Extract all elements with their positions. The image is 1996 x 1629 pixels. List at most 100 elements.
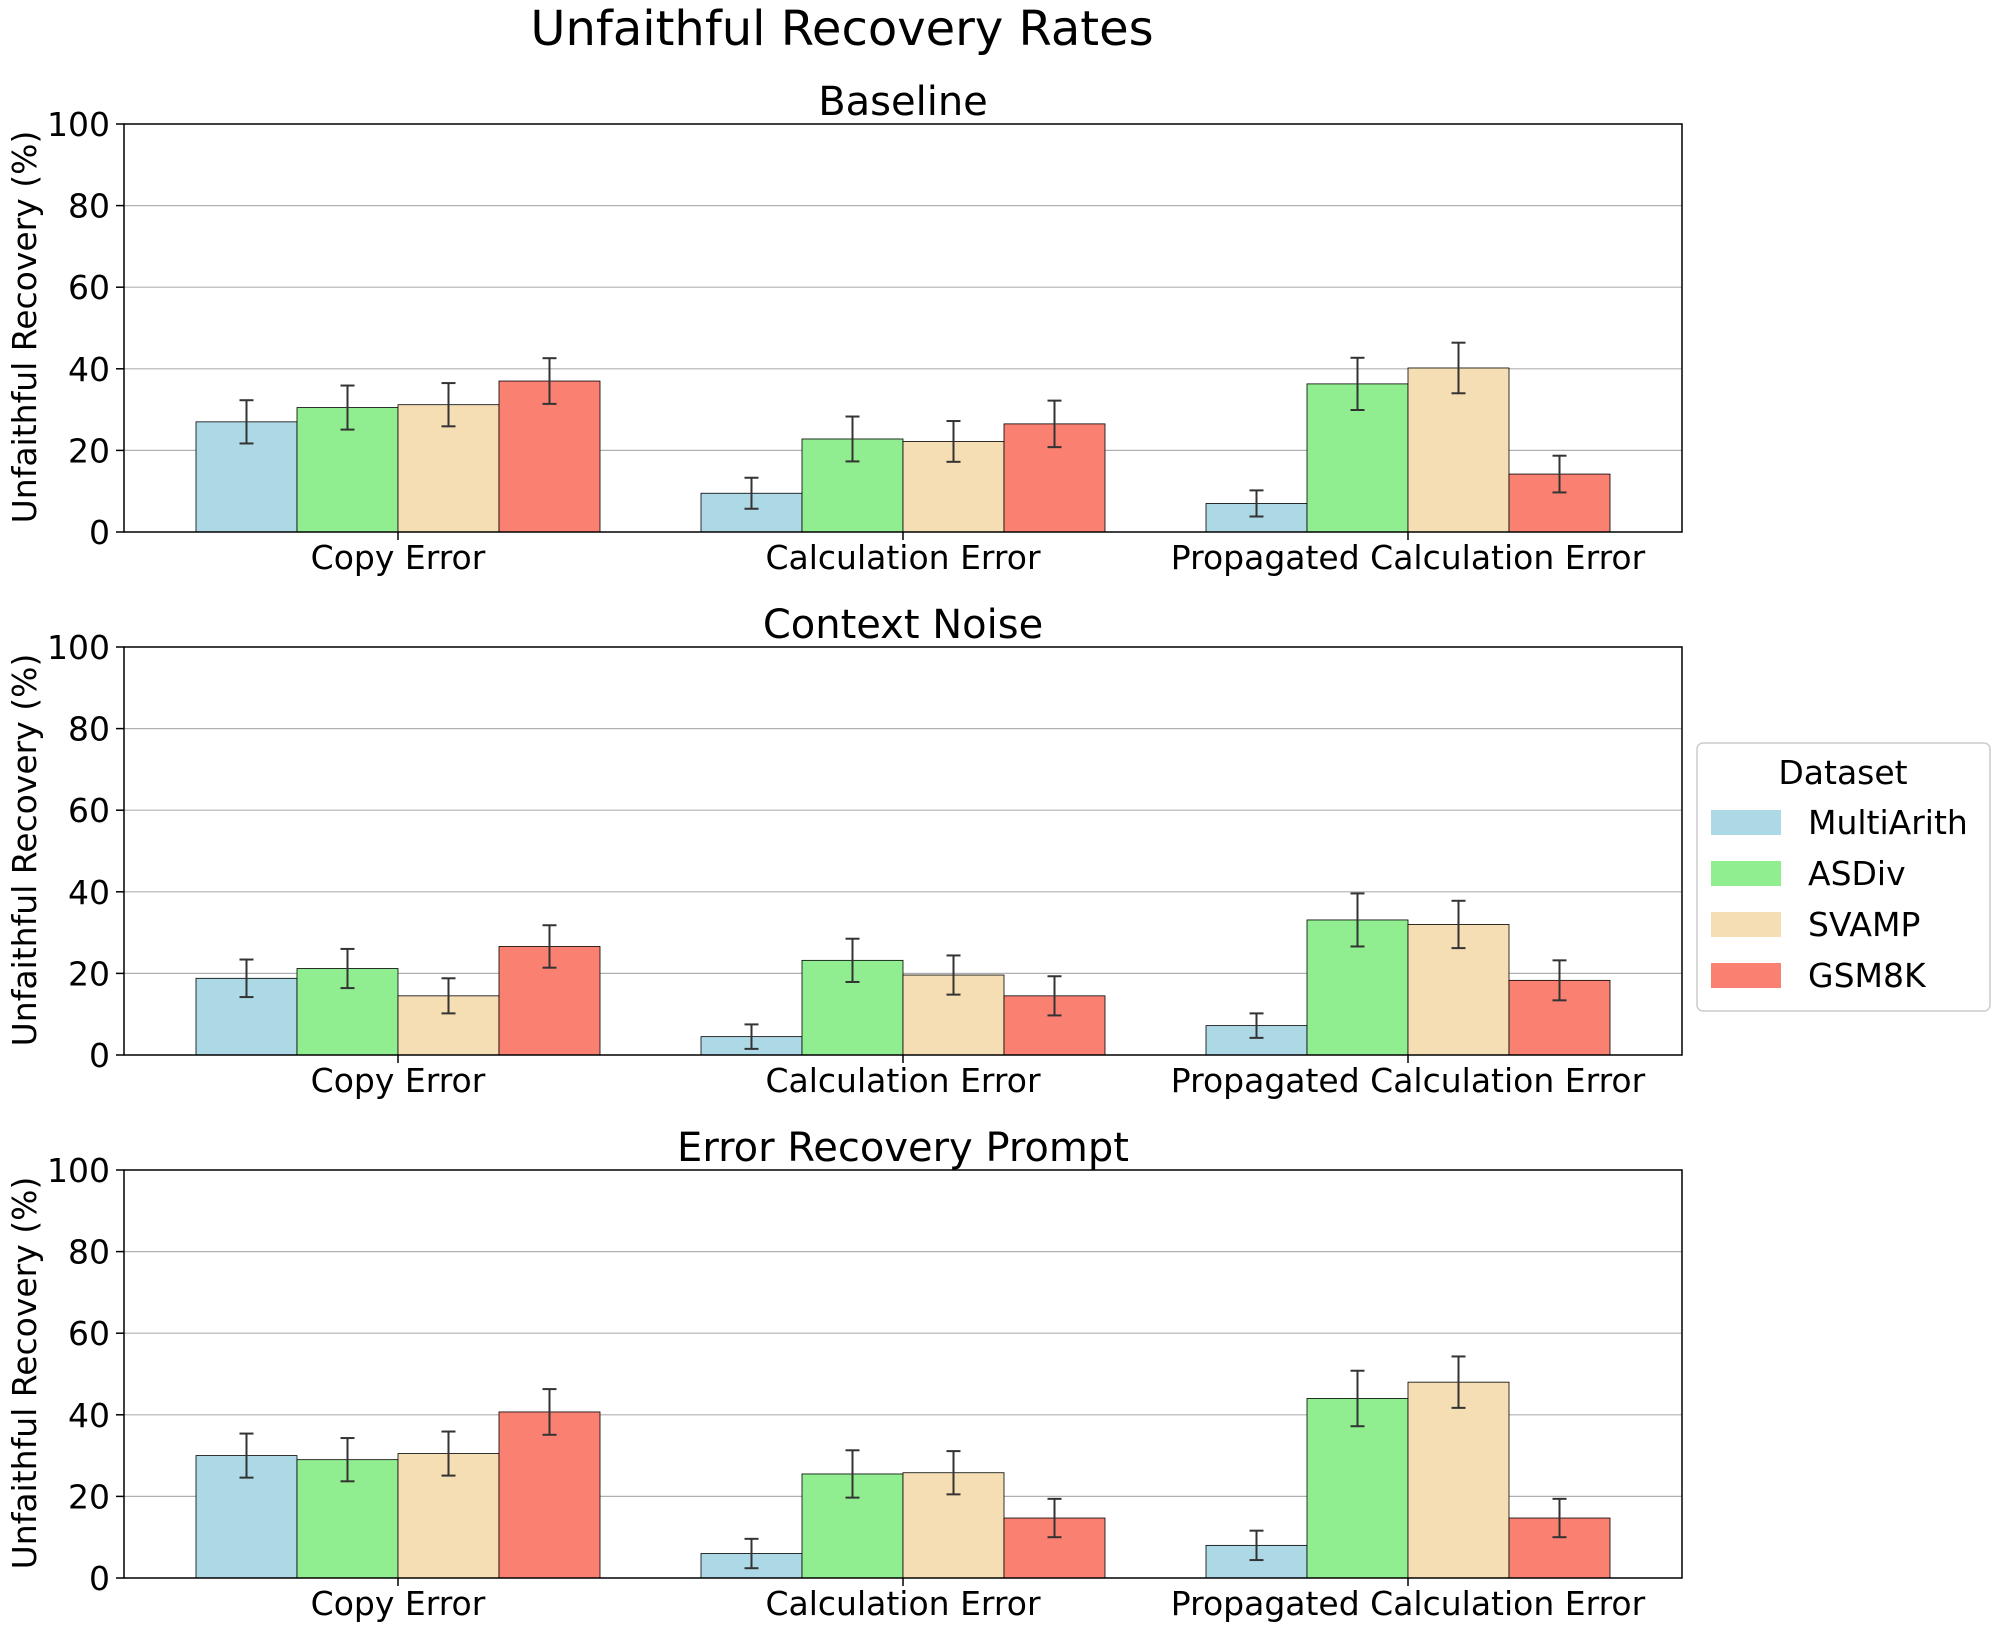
- error-bar-asdiv-propagated-calculation-error: [1350, 356, 1365, 412]
- x-tick-label-calculation-error: Calculation Error: [765, 1584, 1040, 1623]
- legend-swatch-svamp: [1711, 912, 1781, 937]
- error-bar-multiarith-calculation-error: [744, 1537, 759, 1570]
- error-bar-asdiv-copy-error: [340, 1437, 355, 1483]
- y-tick-label: 60: [68, 268, 110, 307]
- legend-title: Dataset: [1778, 753, 1907, 792]
- x-axis-ticks: Copy Error Calculation Error Propagated Ca…: [311, 532, 1646, 577]
- bar-svamp-propagated-calculation-error: [1407, 1381, 1510, 1579]
- error-bar-svamp-calculation-error: [946, 420, 961, 463]
- error-bar-asdiv-copy-error: [340, 947, 355, 990]
- y-tick-label: 100: [47, 1151, 110, 1190]
- y-axis-label: Unfaithful Recovery (%): [5, 1177, 44, 1570]
- y-tick-label: 40: [68, 350, 110, 389]
- y-tick-label: 0: [89, 1036, 110, 1075]
- error-bar-multiarith-calculation-error: [744, 476, 759, 510]
- error-bar-asdiv-calculation-error: [845, 415, 860, 463]
- y-tick-label: 20: [68, 431, 110, 470]
- y-tick-label: 40: [68, 873, 110, 912]
- error-bar-svamp-copy-error: [441, 977, 456, 1015]
- y-axis-ticks: 0 20 40 60 80 100: [47, 1151, 124, 1598]
- error-bar-asdiv-propagated-calculation-error: [1350, 892, 1365, 948]
- x-tick-label-propagated-calculation-error: Propagated Calculation Error: [1171, 538, 1646, 577]
- subplot-title: Context Noise: [763, 602, 1043, 648]
- error-bar-gsm8k-calculation-error: [1047, 1497, 1062, 1539]
- y-tick-label: 40: [68, 1396, 110, 1435]
- error-bar-svamp-propagated-calculation-error: [1451, 341, 1466, 395]
- subplot-baseline: Baseline Unfaithful Recovery (%) 0 20 40 60…: [5, 79, 1683, 577]
- y-axis-ticks: 0 20 40 60 80 100: [47, 105, 124, 552]
- legend-label-multiarith: MultiArith: [1808, 803, 1968, 842]
- error-bar-gsm8k-copy-error: [542, 924, 557, 969]
- error-bar-svamp-propagated-calculation-error: [1451, 1355, 1466, 1409]
- y-tick-label: 0: [89, 1559, 110, 1598]
- error-bar-asdiv-calculation-error: [845, 1449, 860, 1499]
- error-bar-multiarith-copy-error: [239, 1432, 254, 1479]
- subplot-context-noise: Context Noise Unfaithful Recovery (%) 0 2…: [5, 602, 1683, 1100]
- error-bar-gsm8k-copy-error: [542, 1388, 557, 1436]
- error-bar-svamp-propagated-calculation-error: [1451, 899, 1466, 950]
- x-tick-label-copy-error: Copy Error: [311, 1584, 486, 1623]
- y-tick-label: 0: [89, 513, 110, 552]
- error-bar-multiarith-calculation-error: [744, 1023, 759, 1050]
- error-bar-svamp-copy-error: [441, 1430, 456, 1477]
- x-tick-label-propagated-calculation-error: Propagated Calculation Error: [1171, 1061, 1646, 1100]
- legend: Dataset MultiArith ASDiv SVAMP GSM8K: [1696, 742, 1991, 1012]
- bar-svamp-propagated-calculation-error: [1407, 367, 1510, 533]
- error-bar-svamp-calculation-error: [946, 954, 961, 996]
- y-tick-label: 80: [68, 187, 110, 226]
- x-tick-label-copy-error: Copy Error: [311, 1061, 486, 1100]
- y-tick-label: 60: [68, 1314, 110, 1353]
- legend-swatch-asdiv: [1711, 861, 1781, 886]
- x-axis-ticks: Copy Error Calculation Error Propagated Ca…: [311, 1055, 1646, 1100]
- error-bar-gsm8k-propagated-calculation-error: [1552, 454, 1567, 494]
- bar-gsm8k-copy-error: [498, 1411, 601, 1579]
- legend-label-svamp: SVAMP: [1808, 905, 1920, 944]
- bars: [195, 919, 1611, 1056]
- error-bar-multiarith-propagated-calculation-error: [1249, 1529, 1264, 1562]
- error-bar-svamp-calculation-error: [946, 1450, 961, 1496]
- error-bar-multiarith-propagated-calculation-error: [1249, 489, 1264, 518]
- error-bars: [239, 341, 1567, 518]
- error-bar-gsm8k-copy-error: [542, 357, 557, 405]
- x-tick-label-calculation-error: Calculation Error: [765, 1061, 1040, 1100]
- legend-label-gsm8k: GSM8K: [1808, 956, 1927, 995]
- error-bar-multiarith-copy-error: [239, 399, 254, 445]
- error-bar-gsm8k-propagated-calculation-error: [1552, 959, 1567, 1002]
- error-bar-multiarith-copy-error: [239, 958, 254, 999]
- error-bar-gsm8k-calculation-error: [1047, 975, 1062, 1017]
- y-tick-label: 60: [68, 791, 110, 830]
- y-axis-label: Unfaithful Recovery (%): [5, 654, 44, 1047]
- y-axis-ticks: 0 20 40 60 80 100: [47, 628, 124, 1075]
- error-bar-asdiv-propagated-calculation-error: [1350, 1369, 1365, 1428]
- y-tick-label: 20: [68, 954, 110, 993]
- x-tick-label-propagated-calculation-error: Propagated Calculation Error: [1171, 1584, 1646, 1623]
- y-tick-label: 80: [68, 710, 110, 749]
- subplot-title: Error Recovery Prompt: [677, 1125, 1129, 1171]
- y-tick-label: 100: [47, 105, 110, 144]
- legend-swatch-gsm8k: [1711, 963, 1781, 988]
- error-bars: [239, 1355, 1567, 1570]
- error-bar-gsm8k-calculation-error: [1047, 399, 1062, 449]
- error-bar-multiarith-propagated-calculation-error: [1249, 1012, 1264, 1039]
- legend-swatch-multiarith: [1711, 810, 1781, 835]
- error-bar-gsm8k-propagated-calculation-error: [1552, 1497, 1567, 1539]
- y-tick-label: 20: [68, 1477, 110, 1516]
- error-bar-svamp-copy-error: [441, 382, 456, 428]
- x-axis-ticks: Copy Error Calculation Error Propagated Ca…: [311, 1578, 1646, 1623]
- y-tick-label: 100: [47, 628, 110, 667]
- bars: [195, 1381, 1611, 1579]
- error-bars: [239, 892, 1567, 1050]
- y-axis-label: Unfaithful Recovery (%): [5, 131, 44, 524]
- x-tick-label-copy-error: Copy Error: [311, 538, 486, 577]
- figure-title: Unfaithful Recovery Rates: [530, 1, 1153, 57]
- error-bar-asdiv-calculation-error: [845, 937, 860, 983]
- bar-asdiv-propagated-calculation-error: [1306, 1398, 1409, 1579]
- error-bar-asdiv-copy-error: [340, 384, 355, 431]
- legend-label-asdiv: ASDiv: [1808, 854, 1906, 893]
- subplot-title: Baseline: [818, 79, 988, 125]
- subplot-error-recovery-prompt: Error Recovery Prompt Unfaithful Recover…: [5, 1125, 1683, 1623]
- bars: [195, 367, 1611, 533]
- y-tick-label: 80: [68, 1233, 110, 1272]
- x-tick-label-calculation-error: Calculation Error: [765, 538, 1040, 577]
